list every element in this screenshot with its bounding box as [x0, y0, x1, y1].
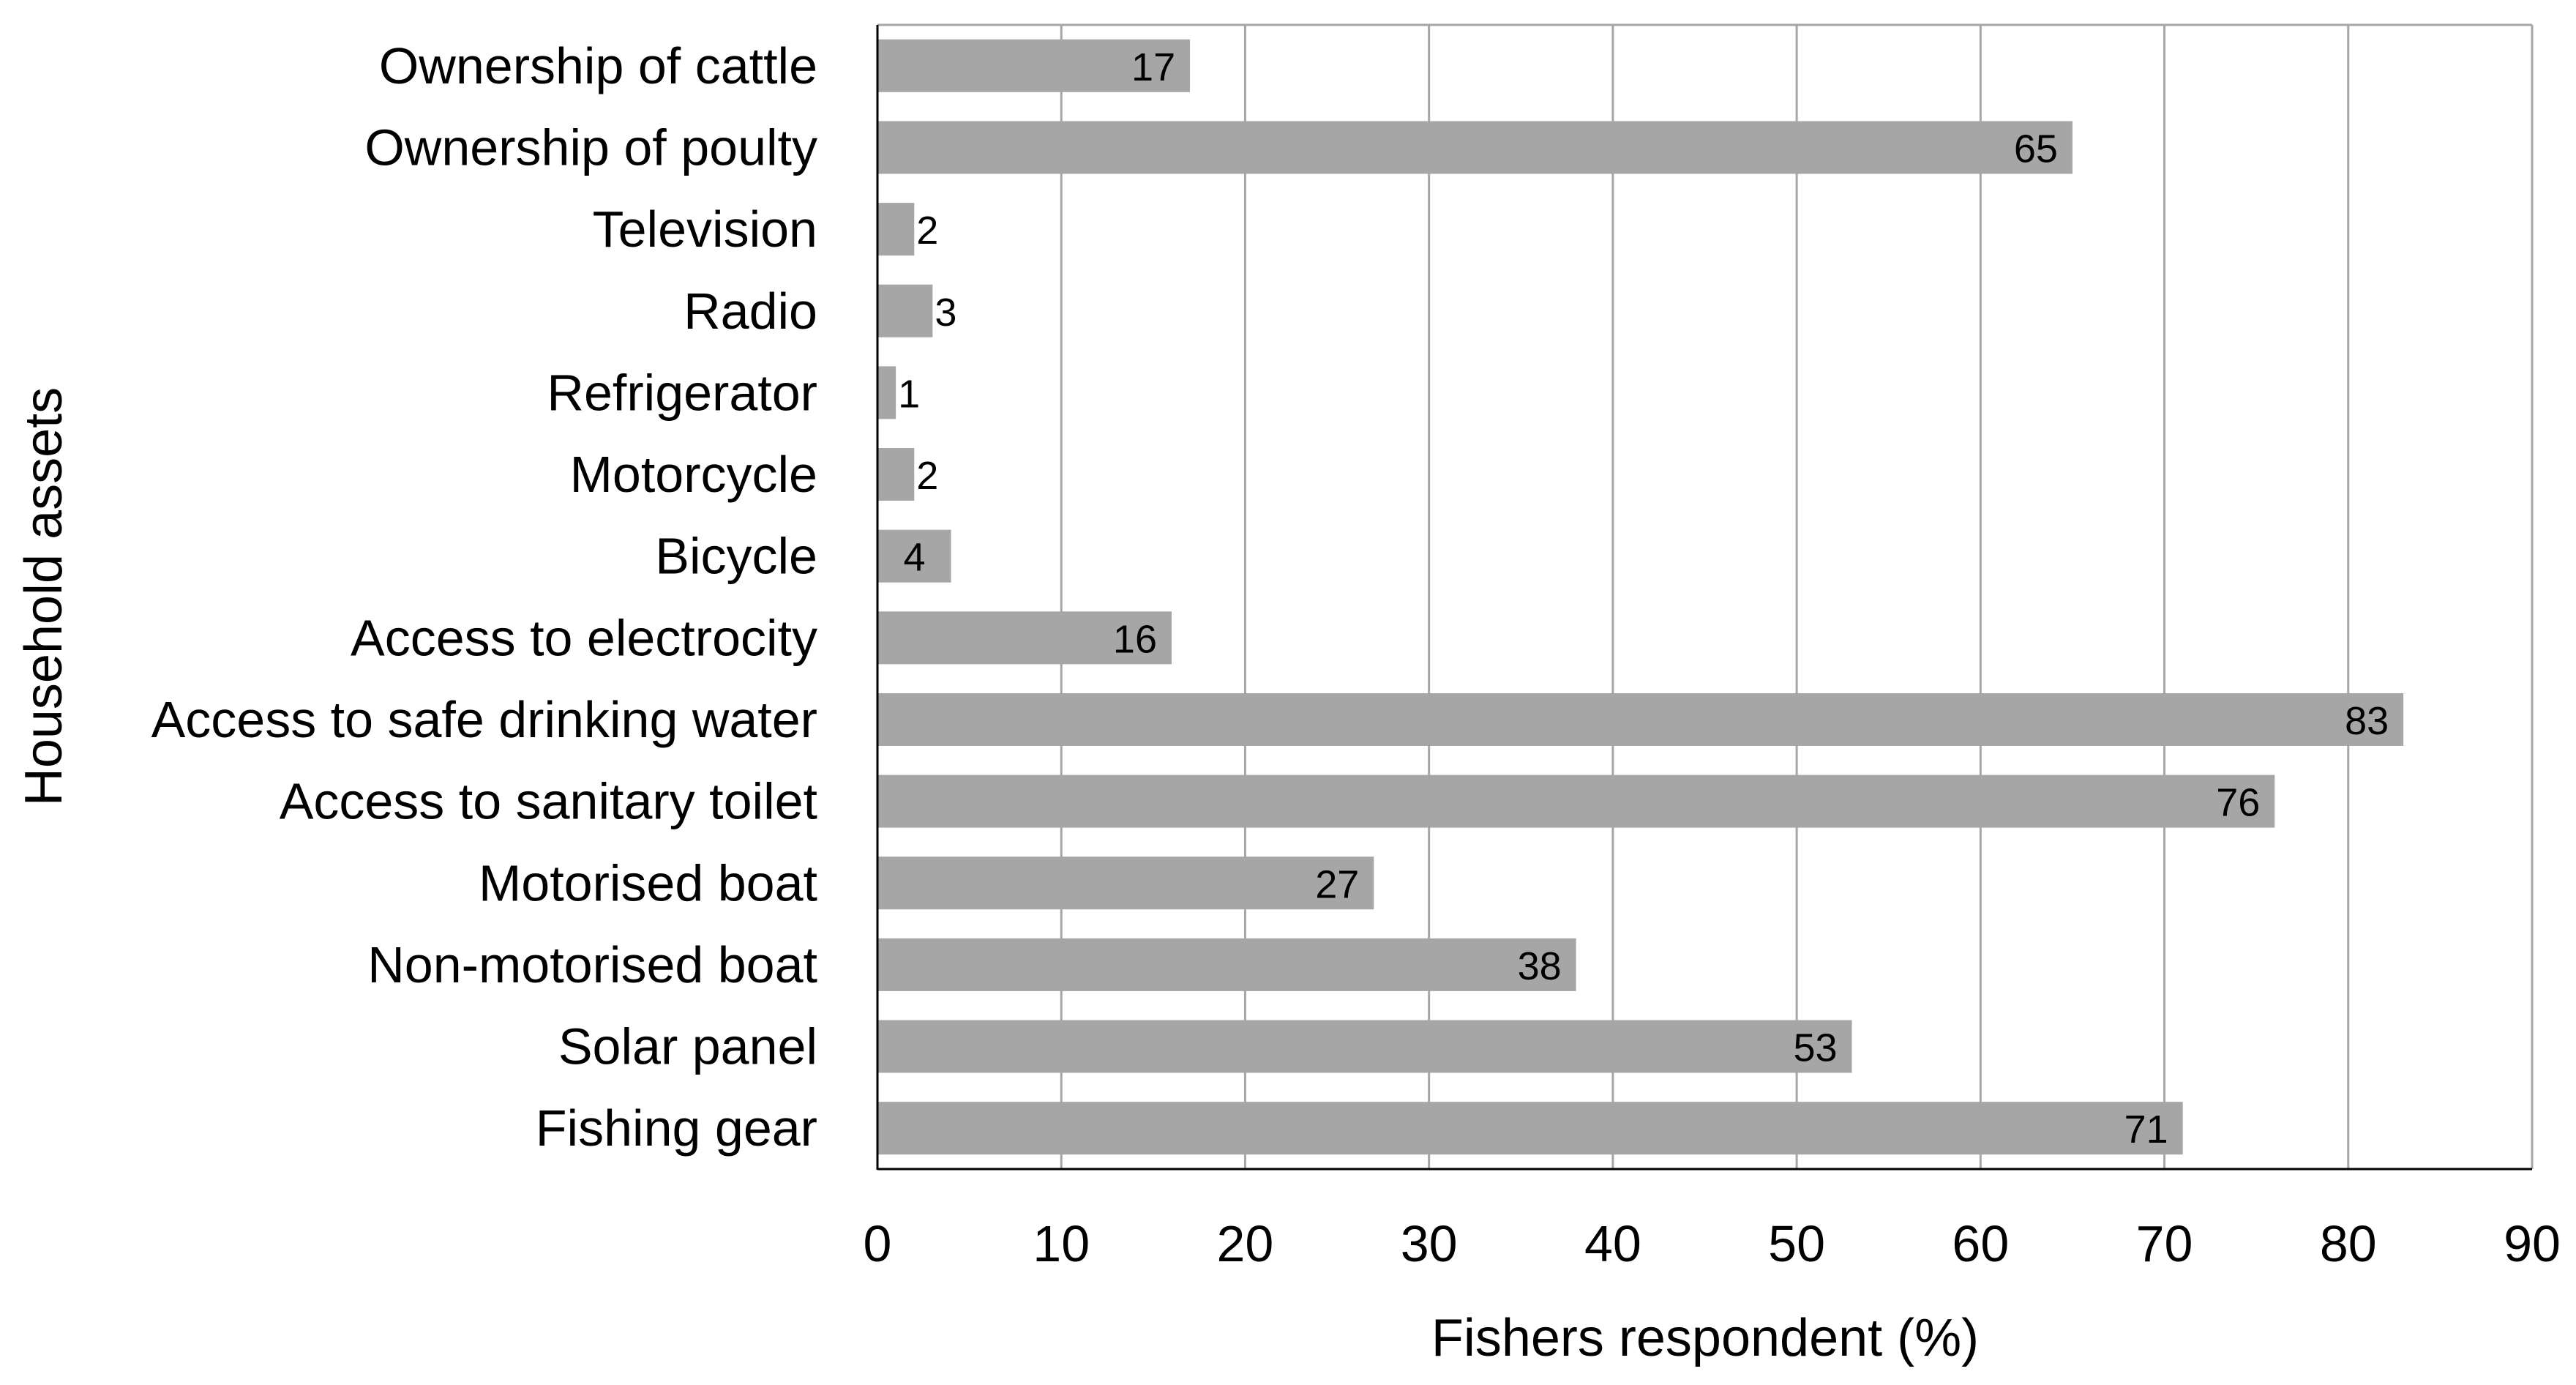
data-label: 17 — [1131, 45, 1175, 89]
data-label: 53 — [1793, 1026, 1837, 1070]
x-tick-label: 10 — [1033, 1215, 1090, 1272]
category-label: Non-motorised boat — [367, 936, 817, 993]
category-label: Fishing gear — [536, 1100, 817, 1157]
x-tick-label: 50 — [1768, 1215, 1825, 1272]
bar — [877, 121, 2073, 174]
data-label: 27 — [1315, 862, 1359, 906]
x-tick-label: 40 — [1584, 1215, 1641, 1272]
axes — [876, 23, 2532, 1171]
x-tick-label: 70 — [2136, 1215, 2193, 1272]
category-label: Bicycle — [655, 528, 817, 585]
category-label: Motorcycle — [570, 446, 817, 503]
data-label: 16 — [1113, 617, 1157, 661]
data-label: 71 — [2124, 1108, 2168, 1151]
category-label: Access to electrocity — [351, 609, 817, 666]
data-label: 1 — [898, 372, 920, 416]
gridlines — [1060, 25, 2534, 1169]
x-tick-label: 0 — [864, 1215, 892, 1272]
data-label: 83 — [2345, 699, 2389, 743]
bar — [877, 938, 1576, 991]
data-label: 2 — [916, 209, 938, 253]
data-label: 2 — [916, 454, 938, 498]
bar — [877, 856, 1374, 910]
category-label: Access to sanitary toilet — [280, 773, 817, 830]
category-label: Ownership of cattle — [379, 37, 817, 94]
bar — [877, 611, 1172, 665]
bar — [877, 1020, 1852, 1073]
y-axis-title: Household assets — [15, 387, 73, 806]
bar — [877, 203, 915, 256]
category-label: Television — [593, 201, 817, 258]
x-tick-label: 90 — [2504, 1215, 2561, 1272]
data-label: 65 — [2014, 127, 2058, 171]
bar — [877, 774, 2275, 828]
bars — [877, 39, 2404, 1155]
bar — [877, 529, 951, 583]
bar — [877, 448, 915, 501]
bar — [877, 284, 933, 337]
x-tick-label: 60 — [1952, 1215, 2009, 1272]
x-axis-title: Fishers respondent (%) — [1431, 1309, 1979, 1367]
bar — [877, 1102, 2183, 1155]
category-label: Motorised boat — [479, 854, 817, 911]
category-label: Refrigerator — [547, 364, 817, 421]
data-label: 38 — [1518, 944, 1562, 988]
x-tick-label: 20 — [1217, 1215, 1274, 1272]
category-label: Ownership of poulty — [364, 119, 817, 176]
category-label: Radio — [684, 283, 817, 340]
x-tick-label: 30 — [1401, 1215, 1458, 1272]
data-label: 76 — [2216, 781, 2260, 825]
data-label: 3 — [935, 291, 956, 335]
bar — [877, 39, 1191, 92]
data-label: 4 — [903, 536, 925, 580]
x-tick-label: 80 — [2320, 1215, 2377, 1272]
bar — [877, 366, 896, 419]
bar — [877, 692, 2404, 746]
category-label: Access to safe drinking water — [151, 691, 817, 748]
category-label: Solar panel — [558, 1018, 817, 1075]
